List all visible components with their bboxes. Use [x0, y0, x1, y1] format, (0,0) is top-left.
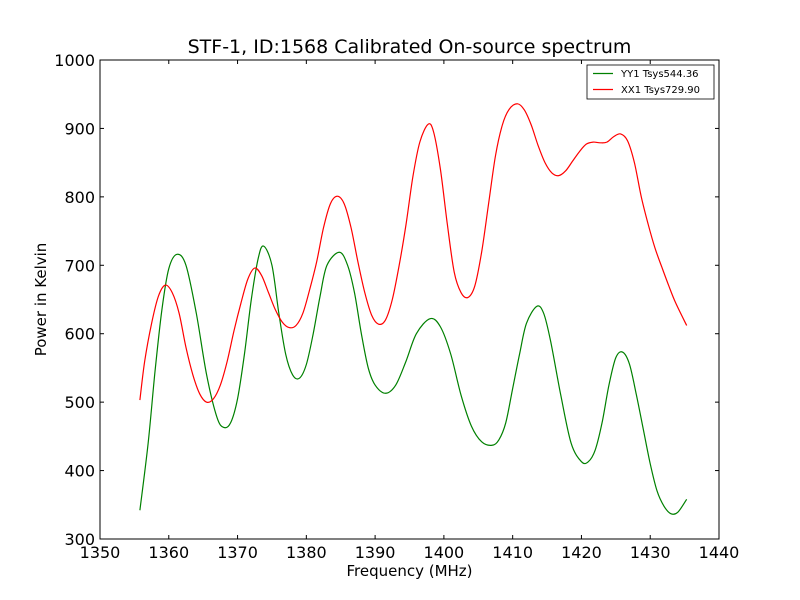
x-tick-label: 1390 [355, 543, 396, 562]
y-tick-label: 700 [64, 256, 95, 275]
plot-area [100, 60, 719, 539]
x-tick-label: 1420 [561, 543, 602, 562]
series-line-xx1 [139, 103, 688, 403]
x-tick-label: 1380 [286, 543, 327, 562]
plot-frame [99, 59, 720, 540]
x-tick-label: 1350 [80, 543, 121, 562]
y-tick-label: 900 [64, 119, 95, 138]
x-tick-label: 1360 [148, 543, 189, 562]
legend-label-yy1: YY1 Tsys544.36 [620, 69, 699, 80]
y-tick-label: 600 [64, 325, 95, 344]
legend: YY1 Tsys544.36 XX1 Tsys729.90 [586, 64, 715, 100]
chart-title: STF-1, ID:1568 Calibrated On-source spec… [188, 36, 632, 58]
y-tick-label: 400 [64, 462, 95, 481]
y-tick-label: 800 [64, 188, 95, 207]
x-tick-label: 1440 [699, 543, 740, 562]
ticks-layer: 1350 1360 1370 1380 1390 1400 1410 1420 1430 1440… [54, 51, 739, 562]
y-tick-label: 1000 [54, 51, 95, 70]
y-tick-label: 300 [64, 530, 95, 549]
series-line-yy1 [139, 245, 688, 515]
x-tick-label: 1410 [492, 543, 533, 562]
legend-box [586, 64, 715, 100]
x-axis-label: Frequency (MHz) [346, 562, 472, 580]
y-axis-label: Power in Kelvin [32, 243, 50, 357]
x-tick-label: 1430 [630, 543, 671, 562]
x-tick-label: 1370 [217, 543, 258, 562]
y-tick-label: 500 [64, 393, 95, 412]
series-layer [139, 103, 688, 515]
legend-label-xx1: XX1 Tsys729.90 [621, 85, 700, 96]
x-tick-label: 1400 [424, 543, 465, 562]
